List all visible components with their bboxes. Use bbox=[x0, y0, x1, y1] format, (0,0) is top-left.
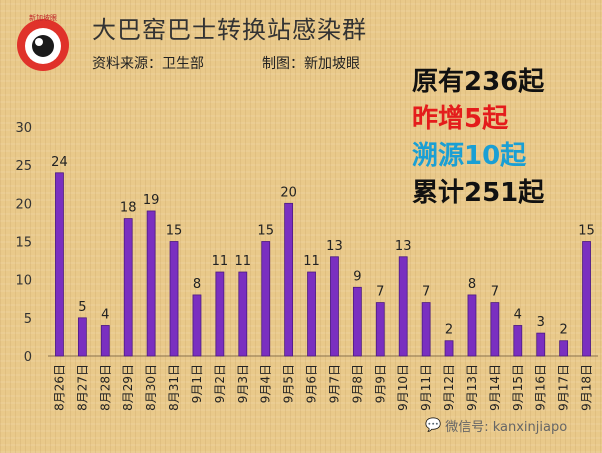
x-tick-label: 9月4日 bbox=[259, 364, 273, 403]
data-label: 4 bbox=[514, 307, 522, 322]
bar bbox=[330, 256, 339, 357]
data-label: 2 bbox=[559, 323, 567, 338]
wechat-icon: 💬 bbox=[425, 418, 442, 433]
data-label: 7 bbox=[491, 285, 499, 300]
data-label: 20 bbox=[280, 185, 297, 200]
y-tick-label: 20 bbox=[15, 197, 32, 212]
y-tick-label: 30 bbox=[15, 121, 32, 136]
watermark: 💬 微信号: kanxinjiapo bbox=[425, 416, 567, 435]
data-label: 3 bbox=[537, 315, 545, 330]
page-title: 大巴窑巴士转换站感染群 bbox=[92, 16, 367, 44]
data-label: 13 bbox=[326, 239, 343, 254]
stats-panel: 原有236起 昨增5起 溯源10起 累计251起 bbox=[412, 64, 544, 212]
data-label: 7 bbox=[376, 285, 384, 300]
data-label: 13 bbox=[395, 239, 412, 254]
data-label: 19 bbox=[143, 193, 160, 208]
bar bbox=[398, 256, 408, 357]
y-tick-label: 5 bbox=[24, 312, 32, 327]
x-tick-label: 8月31日 bbox=[167, 364, 181, 411]
y-tick-label: 0 bbox=[24, 350, 32, 365]
bar bbox=[467, 294, 477, 357]
x-tick-label: 9月10日 bbox=[396, 364, 410, 411]
data-label: 2 bbox=[445, 323, 453, 338]
x-tick-label: 9月15日 bbox=[511, 364, 525, 411]
bar bbox=[100, 325, 110, 357]
data-label: 11 bbox=[303, 254, 320, 269]
bar bbox=[238, 271, 248, 357]
bar bbox=[582, 241, 591, 357]
bar bbox=[77, 317, 87, 357]
source-note: 资料来源：卫生部 bbox=[92, 56, 204, 72]
y-tick-label: 25 bbox=[15, 159, 32, 174]
x-tick-label: 9月2日 bbox=[213, 364, 227, 403]
x-tick-label: 8月27日 bbox=[75, 364, 89, 411]
x-tick-label: 9月9日 bbox=[373, 364, 387, 403]
y-tick-label: 15 bbox=[15, 236, 32, 251]
bar bbox=[559, 340, 569, 357]
data-label: 5 bbox=[78, 300, 86, 315]
x-tick-label: 9月8日 bbox=[350, 364, 364, 403]
logo: 新加坡眼 bbox=[17, 13, 69, 71]
bar bbox=[490, 302, 500, 357]
x-tick-label: 9月12日 bbox=[442, 364, 456, 411]
bar bbox=[284, 202, 294, 357]
bar bbox=[261, 241, 271, 357]
x-tick-label: 9月18日 bbox=[580, 364, 594, 411]
logo-text: 新加坡眼 bbox=[29, 13, 57, 22]
bar bbox=[421, 302, 431, 357]
data-label: 24 bbox=[51, 155, 68, 170]
data-label: 9 bbox=[353, 269, 361, 284]
bar bbox=[352, 286, 362, 357]
x-tick-label: 8月29日 bbox=[121, 364, 135, 411]
bar bbox=[375, 302, 385, 357]
bar bbox=[123, 218, 133, 357]
x-tick-label: 9月13日 bbox=[465, 364, 479, 411]
data-label: 15 bbox=[166, 224, 183, 239]
data-label: 8 bbox=[193, 277, 201, 292]
data-label: 8 bbox=[468, 277, 476, 292]
bar bbox=[513, 325, 523, 357]
x-tick-label: 9月17日 bbox=[557, 364, 571, 411]
data-label: 11 bbox=[212, 254, 229, 269]
stat-existing: 原有236起 bbox=[412, 67, 545, 97]
x-tick-label: 9月6日 bbox=[305, 364, 319, 403]
x-tick-label: 9月14日 bbox=[488, 364, 502, 411]
x-tick-label: 9月3日 bbox=[236, 364, 250, 403]
x-tick-label: 8月26日 bbox=[52, 364, 66, 411]
x-tick-label: 8月30日 bbox=[144, 364, 158, 411]
bar bbox=[55, 172, 64, 357]
data-label: 15 bbox=[257, 224, 274, 239]
bar bbox=[146, 210, 156, 357]
x-tick-label: 9月1日 bbox=[190, 364, 204, 403]
x-tick-label: 9月11日 bbox=[419, 364, 433, 411]
x-tick-label: 9月16日 bbox=[534, 364, 548, 411]
stat-total: 累计251起 bbox=[412, 178, 545, 208]
bar bbox=[444, 340, 454, 357]
bar bbox=[192, 294, 202, 357]
bar bbox=[307, 271, 316, 357]
x-tick-label: 8月28日 bbox=[98, 364, 112, 411]
bar bbox=[215, 271, 225, 357]
stat-traced: 溯源10起 bbox=[412, 141, 527, 171]
data-label: 15 bbox=[578, 224, 595, 239]
watermark-text: 微信号: kanxinjiapo bbox=[445, 420, 568, 435]
data-label: 11 bbox=[235, 254, 252, 269]
credit-note: 制图：新加坡眼 bbox=[262, 56, 360, 72]
stat-yesterday: 昨增5起 bbox=[412, 104, 509, 134]
x-tick-label: 9月5日 bbox=[282, 364, 296, 403]
bar bbox=[536, 332, 546, 357]
data-label: 4 bbox=[101, 307, 109, 322]
bar bbox=[169, 241, 179, 357]
data-label: 7 bbox=[422, 285, 430, 300]
x-tick-label: 9月7日 bbox=[327, 364, 341, 403]
y-tick-label: 10 bbox=[15, 274, 32, 289]
data-label: 18 bbox=[120, 201, 137, 216]
